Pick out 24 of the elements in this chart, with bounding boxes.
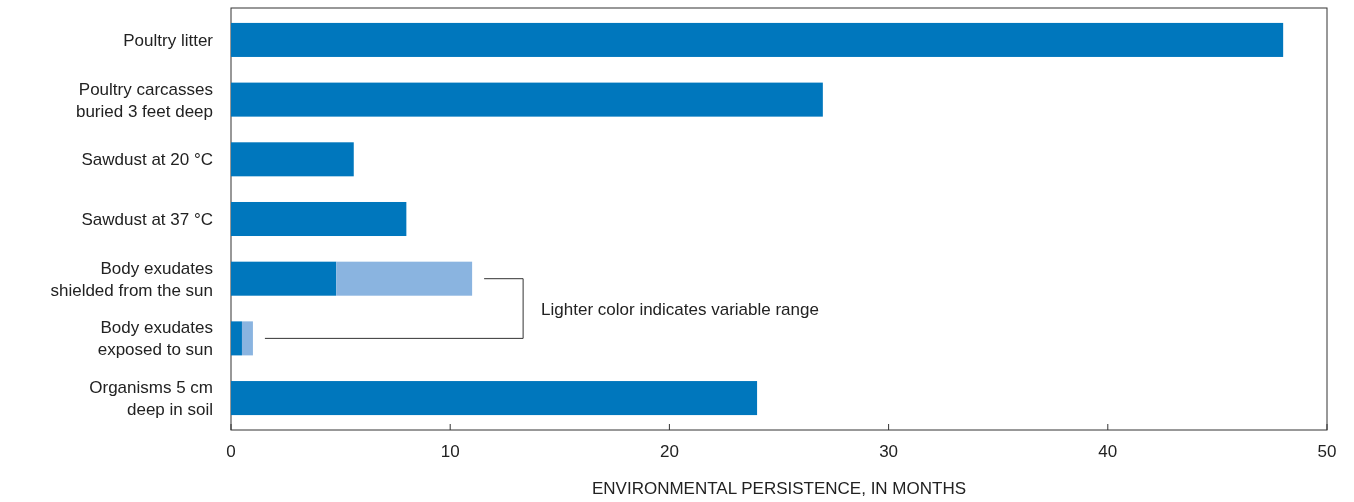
bar — [231, 142, 354, 177]
x-axis-title: ENVIRONMENTAL PERSISTENCE, IN MONTHS — [591, 479, 967, 498]
bar — [231, 22, 1284, 57]
x-tick-label: 30 — [879, 442, 899, 461]
y-tick-label: Poultry carcasses buried 3 feet deep — [75, 79, 213, 121]
bar — [241, 321, 253, 356]
x-tick-label: 10 — [440, 442, 460, 461]
bar — [231, 381, 758, 416]
bar — [231, 261, 337, 296]
y-tick-label: Organisms 5 cm deep in soil — [89, 378, 213, 420]
bar — [231, 82, 823, 117]
annotation: Lighter color indicates variable range — [541, 299, 819, 319]
bar — [231, 321, 242, 356]
y-tick-label: Sawdust at 37 °C — [81, 210, 213, 229]
y-tick-label: Poultry litter — [123, 30, 214, 50]
x-tick-label: 0 — [226, 442, 236, 461]
y-tick-label: Sawdust at 20 °C — [81, 150, 213, 170]
bar — [231, 201, 407, 237]
y-tick-label: Body exudates exposed to sun — [97, 318, 213, 360]
x-tick-label: 40 — [1098, 442, 1118, 461]
bar — [336, 261, 473, 296]
x-tick-label: 20 — [659, 442, 679, 461]
x-tick-label: 50 — [1317, 442, 1337, 461]
y-tick-label: Body exudates shielded from the sun — [50, 258, 213, 300]
